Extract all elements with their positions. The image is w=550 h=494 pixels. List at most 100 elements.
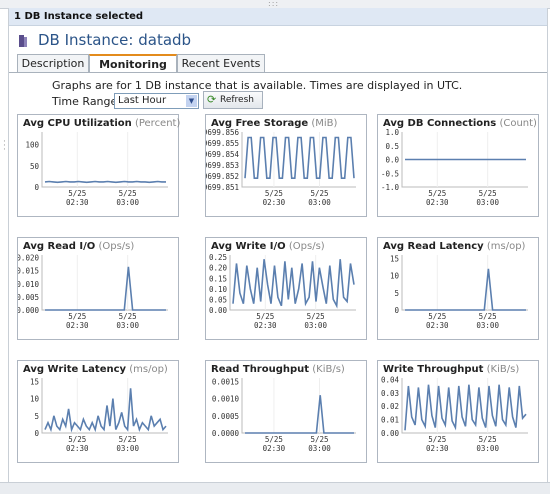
chart-axes — [229, 255, 356, 311]
y-tick-label: 0 — [34, 429, 39, 438]
y-tick-label: 10 — [390, 272, 400, 281]
x-tick-label: 02:30 — [426, 321, 449, 330]
chart-title: Avg DB Connections (Count) — [383, 118, 537, 129]
y-tick-label: 0.05 — [209, 295, 227, 304]
y-tick-label: 10 — [30, 395, 40, 404]
series-line — [244, 136, 355, 180]
y-tick-label: 0.020 — [18, 254, 39, 263]
chart-title-text: Avg Free Storage — [211, 118, 309, 129]
x-tick-label: 02:30 — [66, 198, 89, 207]
chart-title: Avg Free Storage (MiB) — [211, 118, 337, 129]
y-tick-label: 9699.855 — [206, 139, 239, 148]
tab-description[interactable]: Description — [17, 54, 89, 72]
x-tick-label: 5/25 — [256, 312, 274, 321]
y-tick-label: 0.0 — [385, 156, 399, 165]
chart-avg-write-latency[interactable]: Avg Write Latency (ms/op) 15 10 5 0 5/25 02:30… — [17, 360, 179, 463]
x-tick-label: 02:30 — [66, 444, 89, 453]
chart-title: Avg Write I/O (Ops/s) — [211, 241, 325, 252]
instance-title: DB Instance: datadb — [38, 31, 192, 49]
y-tick-label: 9699.854 — [206, 150, 239, 159]
chart-axes — [41, 378, 168, 434]
x-tick-label: 03:00 — [308, 198, 331, 207]
y-tick-label: 9699.851 — [206, 183, 239, 192]
y-tick-label: 100 — [25, 141, 39, 150]
y-tick-label: 0.01 — [381, 416, 399, 425]
series-line — [44, 180, 166, 184]
x-tick-label: 03:00 — [116, 444, 139, 453]
chart-avg-free-storage[interactable]: Avg Free Storage (MiB) 9699.856 9699.855 96… — [205, 114, 367, 217]
chart-avg-read-latency[interactable]: Avg Read Latency (ms/op) 15 10 5 0 5/25 02:30 5… — [377, 237, 539, 340]
y-tick-label: 50 — [30, 162, 40, 171]
x-tick-label: 5/25 — [310, 435, 328, 444]
chart-title: Read Throughput (KiB/s) — [211, 364, 345, 375]
chart-avg-write-i-o[interactable]: Avg Write I/O (Ops/s) 0.25 0.20 0.15 0.10 0.0… — [205, 237, 367, 340]
series-line — [232, 259, 355, 309]
chart-plot: 0.00150.00100.00050.00005/2502:305/2503:… — [212, 377, 356, 453]
y-tick-label: 0.0010 — [212, 395, 240, 404]
chart-title: Avg CPU Utilization (Percent) — [23, 118, 180, 129]
x-tick-label: 03:00 — [308, 444, 331, 453]
x-tick-label: 5/25 — [265, 189, 283, 198]
tab-recent-events[interactable]: Recent Events — [177, 54, 265, 72]
y-tick-label: 5 — [394, 289, 399, 298]
tab-monitoring[interactable]: Monitoring — [89, 54, 177, 73]
time-range-label: Time Range: — [52, 95, 121, 108]
chart-write-throughput[interactable]: Write Throughput (KiB/s) 0.04 0.03 0.02 0.01… — [377, 360, 539, 463]
chart-title-text: Read Throughput — [211, 364, 310, 375]
y-tick-label: 0.000 — [18, 306, 39, 315]
chart-plot: 9699.856 9699.855 9699.854 9699.853 9699.852… — [206, 128, 356, 207]
y-tick-label: 9699.856 — [206, 128, 239, 137]
y-tick-label: 0.0015 — [212, 377, 239, 386]
series-line — [245, 395, 354, 434]
x-tick-label: 5/25 — [310, 189, 328, 198]
monitoring-info-text: Graphs are for 1 DB instance that is ava… — [52, 79, 463, 92]
x-tick-label: 02:30 — [263, 444, 286, 453]
refresh-label: Refresh — [220, 95, 254, 105]
refresh-button[interactable]: ⟳ Refresh — [203, 91, 263, 109]
instance-header: DB Instance: datadb — [9, 26, 547, 54]
y-tick-label: 0 — [34, 183, 39, 192]
selection-status: 1 DB Instance selected — [9, 8, 547, 26]
x-tick-label: 03:00 — [116, 321, 139, 330]
x-tick-label: 03:00 — [476, 444, 499, 453]
chevron-down-icon[interactable]: ▼ — [186, 95, 197, 107]
chart-unit: (Ops/s) — [95, 241, 135, 252]
db-instance-icon — [19, 35, 24, 47]
chart-axes — [401, 255, 528, 311]
x-tick-label: 5/25 — [428, 189, 446, 198]
x-tick-label: 5/25 — [68, 435, 86, 444]
y-tick-label: 15 — [30, 377, 39, 386]
left-resize-handle[interactable]: · · · — [3, 137, 6, 155]
x-tick-label: 5/25 — [119, 189, 137, 198]
chart-plot: 0.250.200.150.100.050.005/2502:305/2503:… — [209, 253, 356, 330]
chart-unit: (KiB/s) — [309, 364, 345, 375]
y-tick-label: 0.25 — [209, 253, 227, 262]
y-tick-label: 0.0005 — [212, 412, 239, 421]
time-range-value: Last Hour — [118, 95, 167, 106]
y-tick-label: 0 — [394, 306, 399, 315]
chart-unit: (MiB) — [308, 118, 338, 129]
x-tick-label: 5/25 — [479, 189, 497, 198]
instance-details-panel: 1 DB Instance selected DB Instance: data… — [8, 8, 548, 482]
x-tick-label: 5/25 — [68, 189, 86, 198]
y-tick-label: 0.04 — [381, 375, 400, 384]
chart-avg-db-connections[interactable]: Avg DB Connections (Count) 1.0 0.5 0.0 -0.5-… — [377, 114, 539, 217]
chart-avg-read-i-o[interactable]: Avg Read I/O (Ops/s) 0.020 0.015 0.010 0.005… — [17, 237, 179, 340]
chart-unit: (ms/op) — [126, 364, 168, 375]
refresh-icon: ⟳ — [207, 93, 217, 106]
chart-axes — [401, 378, 528, 434]
bottom-resize-handle[interactable] — [0, 482, 550, 494]
y-tick-label: 0.005 — [18, 293, 39, 302]
y-tick-label: -1.0 — [381, 183, 400, 192]
series-line — [44, 388, 167, 433]
chart-title-text: Avg Read Latency — [383, 241, 484, 252]
y-tick-label: 0.00 — [209, 306, 228, 315]
chart-avg-cpu-utilization[interactable]: Avg CPU Utilization (Percent) 100 50 0 5/25 0… — [17, 114, 180, 217]
chart-title: Avg Read Latency (ms/op) — [383, 241, 525, 252]
chart-read-throughput[interactable]: Read Throughput (KiB/s) 0.0015 0.0010 0.000… — [205, 360, 367, 463]
time-range-select[interactable]: Last Hour ▼ — [114, 93, 199, 109]
